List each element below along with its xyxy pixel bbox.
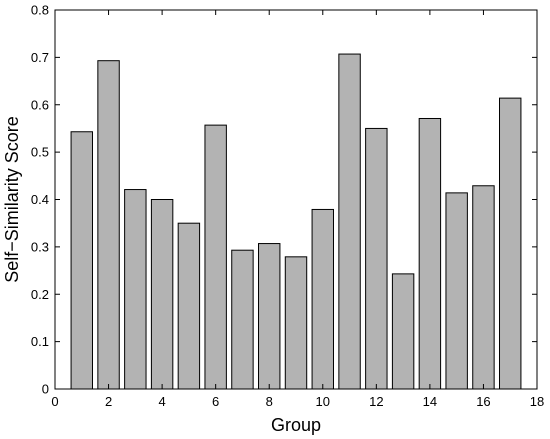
bar-group-12	[365, 127, 388, 390]
bar-group-9	[284, 256, 308, 390]
x-tick-label-18: 18	[530, 394, 544, 409]
y-tick-label-0.8: 0.8	[31, 3, 49, 18]
y-tick-label-0: 0	[42, 382, 49, 397]
bars-group	[70, 53, 522, 390]
bar-group-13	[391, 273, 415, 390]
y-tick-label-0.1: 0.1	[31, 334, 49, 349]
x-tick-label-16: 16	[476, 394, 490, 409]
x-tick-label-8: 8	[266, 394, 273, 409]
bar-group-17	[499, 97, 522, 390]
x-tick-label-12: 12	[369, 394, 383, 409]
bar-group-5	[177, 222, 201, 390]
y-tick-label-0.5: 0.5	[31, 145, 49, 160]
y-tick-label-0.7: 0.7	[31, 50, 49, 65]
x-tick-label-14: 14	[423, 394, 437, 409]
y-tick-label-0.2: 0.2	[31, 287, 49, 302]
x-tick-label-2: 2	[105, 394, 112, 409]
x-tick-label-6: 6	[212, 394, 219, 409]
y-tick-label-0.3: 0.3	[31, 239, 49, 254]
bar-group-15	[445, 192, 468, 390]
bar-group-7	[231, 249, 254, 390]
bar-group-4	[150, 199, 174, 390]
bar-group-2	[97, 60, 120, 390]
y-axis-ticks: 0 0.1 0.2 0.3 0.4 0.5 0.6 0.7 0.8	[31, 3, 537, 397]
y-tick-label-0.4: 0.4	[31, 192, 49, 207]
x-tick-label-4: 4	[158, 394, 165, 409]
y-axis-label: Self−Similarity Score	[2, 116, 22, 283]
bar-group-6	[204, 124, 227, 390]
x-tick-label-10: 10	[316, 394, 330, 409]
x-tick-label-0: 0	[51, 394, 58, 409]
bar-group-8	[258, 243, 281, 390]
bar-group-14	[418, 117, 442, 390]
bar-group-1	[70, 131, 93, 390]
bar-group-11	[338, 53, 361, 390]
bar-group-3	[124, 189, 147, 390]
bar-group-16	[472, 185, 495, 390]
x-axis-label: Group	[271, 415, 321, 435]
x-axis-ticks: 0 2 4 6 8 10 12 14 16 18	[51, 10, 544, 409]
y-tick-label-0.6: 0.6	[31, 97, 49, 112]
bar-group-10	[311, 208, 334, 390]
